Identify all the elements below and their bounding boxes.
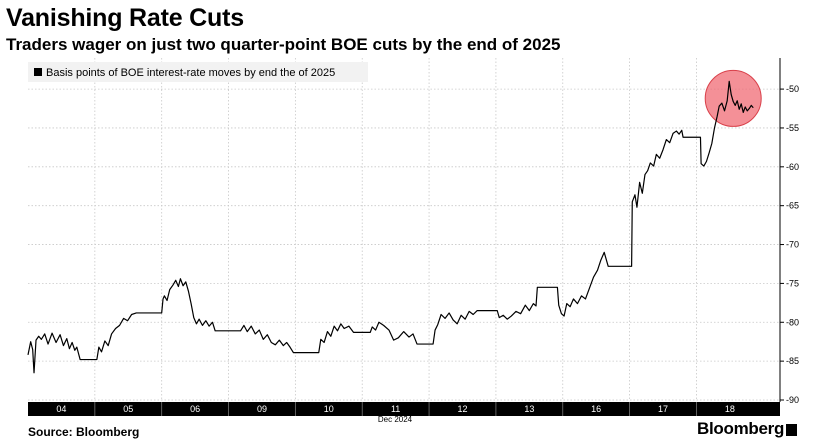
- x-tick-label: 12: [457, 404, 467, 414]
- x-tick-label: 13: [524, 404, 534, 414]
- x-tick-label: 05: [123, 404, 133, 414]
- y-tick-label: -55: [786, 123, 799, 133]
- y-tick-label: -90: [786, 395, 799, 405]
- chart-legend: Basis points of BOE interest-rate moves …: [28, 62, 368, 82]
- y-tick-label: -65: [786, 201, 799, 211]
- x-tick-label: 11: [391, 404, 400, 414]
- x-axis-band: [28, 402, 780, 416]
- page-title: Vanishing Rate Cuts: [6, 4, 244, 32]
- x-tick-label: 09: [257, 404, 267, 414]
- legend-swatch: [34, 68, 42, 76]
- x-axis: Dec 2024 04 05 06 09 10 11 12 13 16 17 18: [28, 402, 780, 424]
- x-tick-label: 18: [725, 404, 735, 414]
- y-tick-label: -85: [786, 356, 799, 366]
- y-tick-label: -75: [786, 278, 799, 288]
- y-tick-label: -50: [786, 84, 799, 94]
- x-tick-label: 16: [591, 404, 601, 414]
- brand-logo-text: Bloomberg: [697, 419, 785, 438]
- brand-mark-icon: [786, 424, 797, 436]
- y-axis: -50 -55 -60 -65 -70 -75 -80 -85 -90: [779, 58, 799, 405]
- x-axis-label: Dec 2024: [378, 415, 413, 424]
- y-tick-label: -60: [786, 162, 799, 172]
- series-line-0: [27, 80, 754, 374]
- x-tick-label: 06: [190, 404, 200, 414]
- highlight-circle: [704, 69, 762, 127]
- x-tick-label: 17: [658, 404, 668, 414]
- legend-label: Basis points of BOE interest-rate moves …: [46, 67, 335, 79]
- chart-plot: [27, 69, 762, 374]
- chart-grid: [28, 58, 780, 401]
- x-tick-label: 10: [324, 404, 334, 414]
- y-tick-label: -70: [786, 240, 799, 250]
- y-tick-label: -80: [786, 317, 799, 327]
- legend-box: [28, 62, 368, 82]
- x-tick-label: 04: [56, 404, 66, 414]
- source-note: Source: Bloomberg: [28, 425, 140, 439]
- page-subtitle: Traders wager on just two quarter-point …: [6, 35, 561, 54]
